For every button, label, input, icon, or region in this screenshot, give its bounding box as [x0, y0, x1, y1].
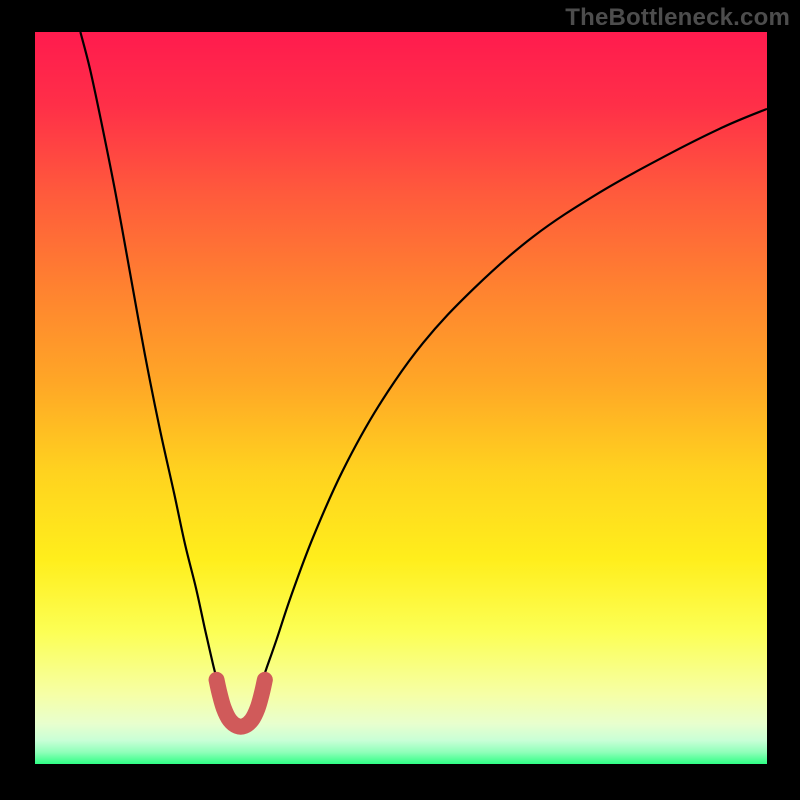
plot-area	[35, 32, 767, 764]
chart-svg	[0, 0, 800, 800]
watermark-text: TheBottleneck.com	[565, 4, 790, 32]
stage: TheBottleneck.com	[0, 0, 800, 800]
